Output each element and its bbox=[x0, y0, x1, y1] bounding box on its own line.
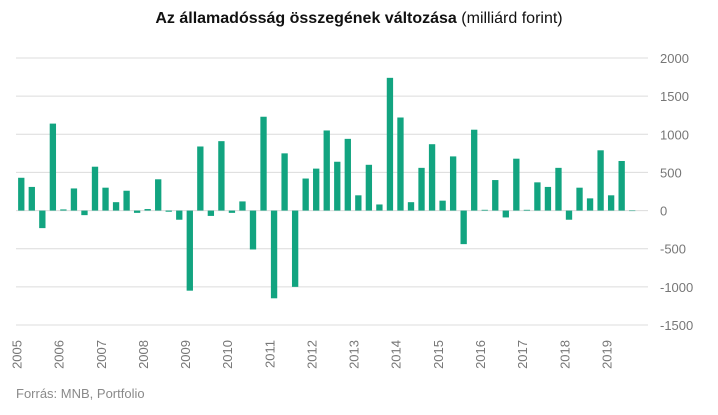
grid-lines bbox=[16, 57, 648, 326]
y-tick-label: -500 bbox=[660, 242, 686, 257]
bar bbox=[144, 209, 151, 211]
bar bbox=[586, 198, 594, 211]
x-tick-label: 2005 bbox=[10, 340, 25, 369]
bar bbox=[39, 210, 46, 229]
bar bbox=[355, 195, 362, 211]
bar bbox=[155, 179, 162, 211]
x-tick-label: 2007 bbox=[94, 340, 109, 369]
x-tick-label: 2008 bbox=[136, 340, 151, 369]
x-tick-label: 2009 bbox=[178, 340, 193, 369]
bar bbox=[260, 116, 267, 211]
x-tick-label: 2011 bbox=[262, 340, 277, 368]
source-note: Forrás: MNB, Portfolio bbox=[16, 386, 145, 401]
bar bbox=[555, 167, 562, 211]
bar bbox=[481, 209, 488, 211]
x-tick-label: 2014 bbox=[389, 340, 404, 369]
x-tick-label: 2006 bbox=[52, 340, 67, 369]
bar bbox=[165, 210, 172, 212]
bar bbox=[460, 210, 467, 245]
bar bbox=[49, 123, 57, 211]
bar bbox=[176, 210, 183, 220]
bar bbox=[302, 178, 309, 211]
bar bbox=[449, 156, 457, 211]
bar bbox=[471, 129, 478, 211]
bar bbox=[239, 201, 246, 211]
chart-title-unit: (milliárd forint) bbox=[461, 10, 563, 27]
x-tick-label: 2015 bbox=[431, 340, 446, 369]
bar bbox=[281, 153, 288, 211]
bar bbox=[249, 210, 257, 250]
bar bbox=[28, 186, 35, 211]
bar bbox=[186, 210, 193, 291]
bar bbox=[502, 210, 509, 218]
y-tick-label: -1500 bbox=[660, 318, 693, 333]
bar bbox=[492, 180, 499, 211]
bar bbox=[376, 204, 383, 211]
x-tick-label: 2019 bbox=[599, 340, 614, 369]
bar bbox=[102, 187, 109, 211]
bar bbox=[313, 168, 320, 211]
bar bbox=[207, 210, 215, 216]
chart-title: Az államadósság összegének változása (mi… bbox=[0, 10, 718, 28]
bar bbox=[407, 202, 415, 211]
bar bbox=[133, 210, 141, 213]
x-tick-label: 2012 bbox=[304, 340, 319, 369]
bar bbox=[270, 210, 278, 299]
bar bbox=[60, 209, 67, 211]
bar bbox=[365, 164, 373, 211]
bar bbox=[534, 182, 541, 211]
bar bbox=[397, 117, 404, 211]
x-axis-ticks: 2005 2006 2007 2008 2009 2010 2011 2012 2013 2014… bbox=[10, 340, 615, 369]
bar bbox=[70, 188, 78, 211]
bar bbox=[607, 195, 615, 211]
bar bbox=[565, 210, 573, 220]
bar bbox=[291, 210, 299, 287]
y-tick-label: 1000 bbox=[660, 127, 689, 142]
bar bbox=[418, 167, 425, 211]
y-tick-label: 500 bbox=[660, 165, 682, 180]
bar bbox=[513, 158, 520, 211]
bar bbox=[386, 77, 394, 211]
x-tick-label: 2016 bbox=[473, 340, 488, 369]
bar bbox=[544, 186, 552, 211]
y-tick-label: 0 bbox=[660, 204, 667, 219]
bar bbox=[523, 209, 531, 211]
y-tick-label: -1000 bbox=[660, 280, 693, 295]
bar bbox=[323, 130, 330, 211]
bar bbox=[228, 210, 236, 213]
bar bbox=[18, 177, 25, 211]
x-tick-label: 2010 bbox=[220, 340, 235, 369]
bar bbox=[91, 166, 99, 211]
chart-title-main: Az államadósság összegének változása bbox=[155, 10, 457, 27]
bar bbox=[112, 202, 120, 211]
bars bbox=[18, 77, 636, 299]
y-tick-label: 2000 bbox=[660, 51, 689, 66]
bar bbox=[197, 146, 204, 211]
bar bbox=[618, 160, 625, 211]
bar bbox=[123, 190, 130, 211]
x-tick-label: 2013 bbox=[347, 340, 362, 369]
x-tick-label: 2017 bbox=[515, 340, 530, 369]
bar bbox=[81, 210, 88, 216]
bar bbox=[576, 187, 583, 211]
bar bbox=[629, 210, 636, 212]
y-axis-ticks: -1500 -1000 -500 0 500 1000 1500 2000 bbox=[660, 51, 693, 333]
bar bbox=[439, 200, 446, 211]
bar bbox=[597, 150, 604, 211]
x-tick-label: 2018 bbox=[557, 340, 572, 369]
y-tick-label: 1500 bbox=[660, 89, 689, 104]
bar bbox=[218, 141, 225, 211]
bar bbox=[334, 161, 341, 211]
bar bbox=[344, 138, 351, 211]
bar bbox=[428, 144, 436, 211]
